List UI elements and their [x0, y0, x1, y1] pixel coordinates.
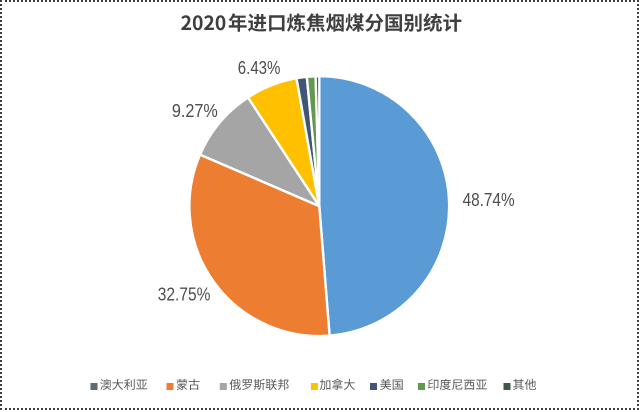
svg-text:32.75%: 32.75%: [158, 284, 211, 305]
svg-text:6.43%: 6.43%: [238, 57, 281, 78]
svg-text:48.74%: 48.74%: [463, 189, 515, 210]
svg-text:9.27%: 9.27%: [172, 100, 218, 121]
